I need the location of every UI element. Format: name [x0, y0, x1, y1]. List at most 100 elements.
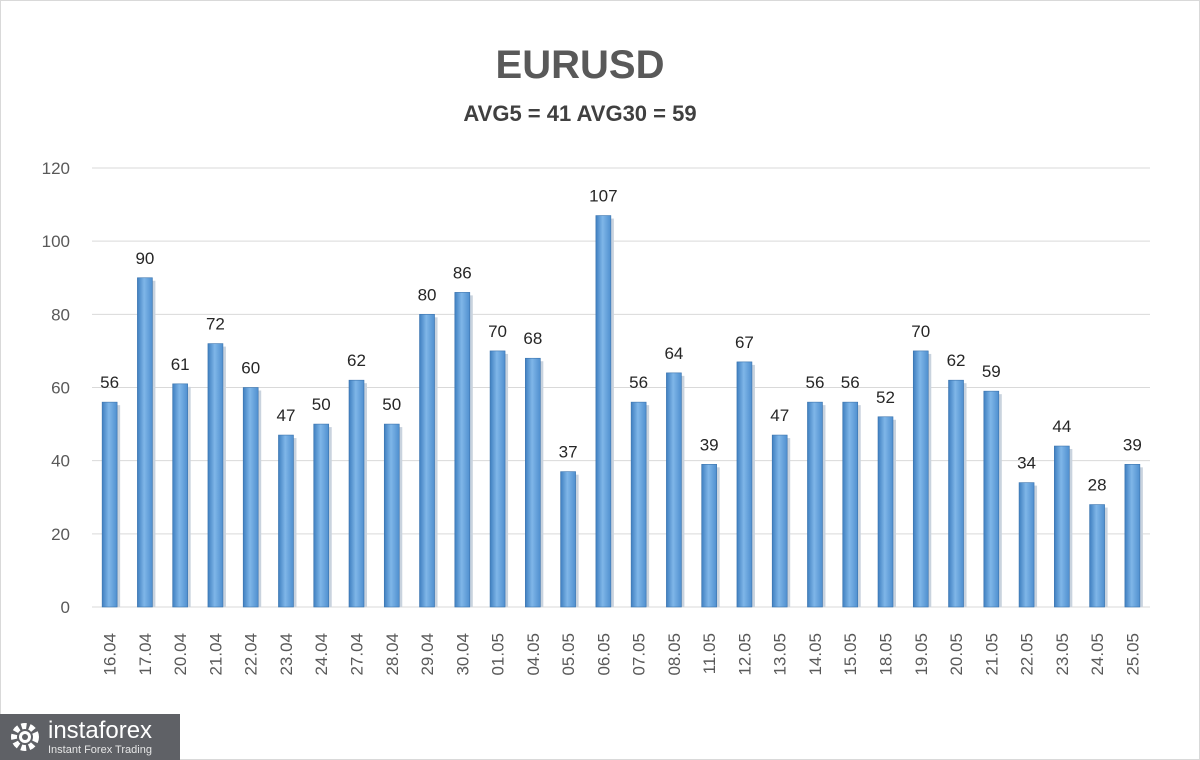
x-tick-label: 20.05	[947, 633, 966, 676]
bar	[666, 372, 682, 608]
bars	[101, 215, 1143, 608]
bar	[630, 401, 647, 608]
x-tick-label: 21.05	[982, 633, 1001, 676]
data-label: 47	[277, 406, 296, 425]
data-label: 47	[770, 406, 789, 425]
bar	[1054, 445, 1070, 608]
data-label: 62	[347, 351, 366, 370]
bar	[207, 343, 224, 608]
bar	[771, 434, 788, 608]
grid-lines	[92, 167, 1150, 608]
data-label: 61	[171, 355, 190, 374]
data-label: 34	[1017, 454, 1036, 473]
x-axis-ticks: 16.04 17.04 20.04 21.04 22.04 23.04 24.04 27.04…	[101, 633, 1143, 676]
bar	[877, 416, 894, 608]
bar	[419, 314, 435, 608]
data-label: 39	[1123, 435, 1142, 454]
data-label: 90	[135, 249, 154, 268]
x-tick-label: 05.05	[559, 633, 578, 676]
data-label: 64	[664, 344, 683, 363]
x-tick-label: 22.05	[1018, 633, 1037, 676]
y-tick-label: 20	[51, 525, 70, 544]
x-tick-label: 23.05	[1053, 633, 1072, 676]
bar	[1089, 504, 1105, 608]
bar	[842, 401, 859, 608]
y-tick-label: 80	[51, 305, 70, 324]
x-tick-label: 11.05	[700, 633, 719, 674]
x-tick-label: 28.04	[383, 633, 402, 676]
chart-title: EURUSD	[496, 43, 665, 87]
x-tick-label: 15.05	[841, 633, 860, 676]
x-tick-label: 07.05	[630, 633, 649, 676]
data-label: 56	[841, 373, 860, 392]
y-axis-ticks: 0 20 40 60 80 100 120	[42, 159, 70, 617]
data-label: 28	[1088, 476, 1107, 495]
bar	[454, 292, 471, 608]
x-tick-label: 30.04	[453, 633, 472, 676]
y-tick-label: 60	[51, 379, 70, 398]
x-tick-label: 24.04	[312, 633, 331, 676]
x-tick-label: 21.04	[206, 633, 225, 676]
bar	[278, 434, 294, 608]
x-tick-label: 29.04	[418, 633, 437, 676]
bar	[348, 379, 365, 608]
data-label: 68	[523, 329, 542, 348]
x-tick-label: 01.05	[489, 633, 508, 676]
data-label: 107	[589, 187, 617, 206]
y-tick-label: 120	[42, 159, 70, 178]
x-tick-label: 08.05	[665, 633, 684, 676]
data-label: 60	[241, 359, 260, 378]
x-tick-label: 16.04	[101, 633, 120, 676]
data-labels: 56 90 61 72 60 47 50 62 50 80 86 70 68 37 107 56 64 39 67 4…	[100, 187, 1142, 495]
bar	[1124, 464, 1141, 608]
data-label: 86	[453, 263, 472, 282]
data-label: 67	[735, 333, 754, 352]
data-label: 39	[700, 435, 719, 454]
x-tick-label: 24.05	[1088, 633, 1107, 676]
bar	[983, 390, 1000, 608]
x-tick-label: 13.05	[771, 633, 790, 676]
x-tick-label: 14.05	[806, 633, 825, 676]
bar	[137, 277, 153, 608]
x-tick-label: 27.04	[348, 633, 367, 676]
bar	[912, 350, 929, 608]
x-tick-label: 20.04	[171, 633, 190, 676]
x-tick-label: 19.05	[912, 633, 931, 676]
x-tick-label: 23.04	[277, 633, 296, 676]
data-label: 56	[100, 373, 119, 392]
data-label: 59	[982, 362, 1001, 381]
x-tick-label: 22.04	[242, 633, 261, 676]
x-tick-label: 17.04	[136, 633, 155, 676]
bar	[525, 357, 541, 608]
bar	[701, 464, 717, 608]
bar	[595, 215, 612, 608]
data-label: 70	[911, 322, 930, 341]
bar	[736, 361, 753, 608]
logo-tagline: Instant Forex Trading	[48, 743, 152, 756]
bar	[560, 471, 576, 608]
y-tick-label: 40	[51, 452, 70, 471]
x-tick-label: 25.05	[1123, 633, 1142, 676]
y-tick-label: 0	[61, 598, 70, 617]
data-label: 62	[947, 351, 966, 370]
data-label: 50	[312, 395, 331, 414]
bar	[101, 401, 118, 608]
logo-name: instaforex	[48, 716, 153, 744]
data-label: 37	[559, 443, 578, 462]
gear-logo-icon	[11, 723, 39, 751]
instaforex-logo: instaforex Instant Forex Trading	[0, 714, 180, 760]
bar	[1018, 482, 1035, 608]
data-label: 44	[1052, 417, 1071, 436]
x-tick-label: 04.05	[524, 633, 543, 676]
bar	[242, 387, 259, 608]
bar	[489, 350, 506, 608]
data-label: 72	[206, 315, 225, 334]
x-tick-label: 12.05	[735, 633, 754, 676]
bar	[807, 401, 823, 608]
y-tick-label: 100	[42, 232, 70, 251]
bar	[313, 423, 330, 608]
data-label: 56	[806, 373, 825, 392]
data-label: 80	[418, 285, 437, 304]
bar	[948, 379, 964, 608]
